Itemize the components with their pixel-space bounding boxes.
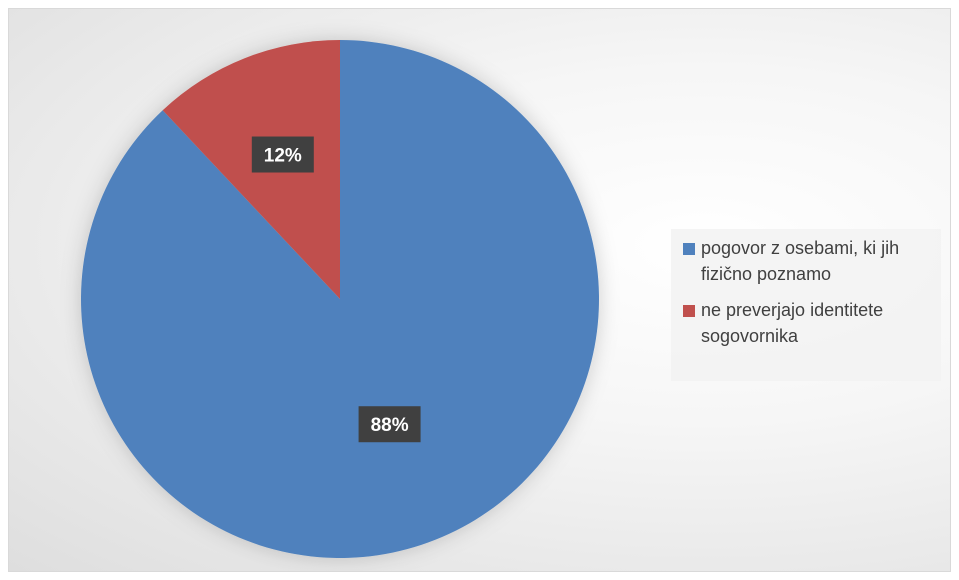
legend-label-pogovor: pogovor z osebami, ki jih fizično poznam… bbox=[701, 238, 900, 284]
legend: pogovor z osebami, ki jih fizično poznam… bbox=[671, 229, 941, 381]
data-label-box-0 bbox=[358, 406, 421, 443]
legend-label-ne-preverjajo: ne preverjajo identitete sogovornika bbox=[701, 300, 884, 346]
pie-slice-1 bbox=[162, 40, 340, 299]
legend-swatch-ne-preverjajo bbox=[683, 305, 695, 317]
data-label-1: 12% bbox=[251, 136, 314, 173]
legend-item-pogovor: pogovor z osebami, ki jih fizično poznam… bbox=[683, 235, 935, 287]
pie-slices bbox=[80, 40, 599, 558]
data-label-text-0: 88% bbox=[371, 415, 409, 436]
pie-slice-0 bbox=[80, 40, 599, 558]
chart-area: 88% 12% pogovor z osebami, ki jih fizično… bbox=[8, 8, 951, 572]
data-label-0: 88% bbox=[358, 406, 421, 443]
data-label-box-1 bbox=[251, 136, 314, 173]
data-label-text-1: 12% bbox=[264, 146, 302, 167]
legend-item-ne-preverjajo: ne preverjajo identitete sogovornika bbox=[683, 297, 935, 349]
pie-chart: 88% 12% bbox=[80, 40, 599, 558]
legend-swatch-pogovor bbox=[683, 243, 695, 255]
